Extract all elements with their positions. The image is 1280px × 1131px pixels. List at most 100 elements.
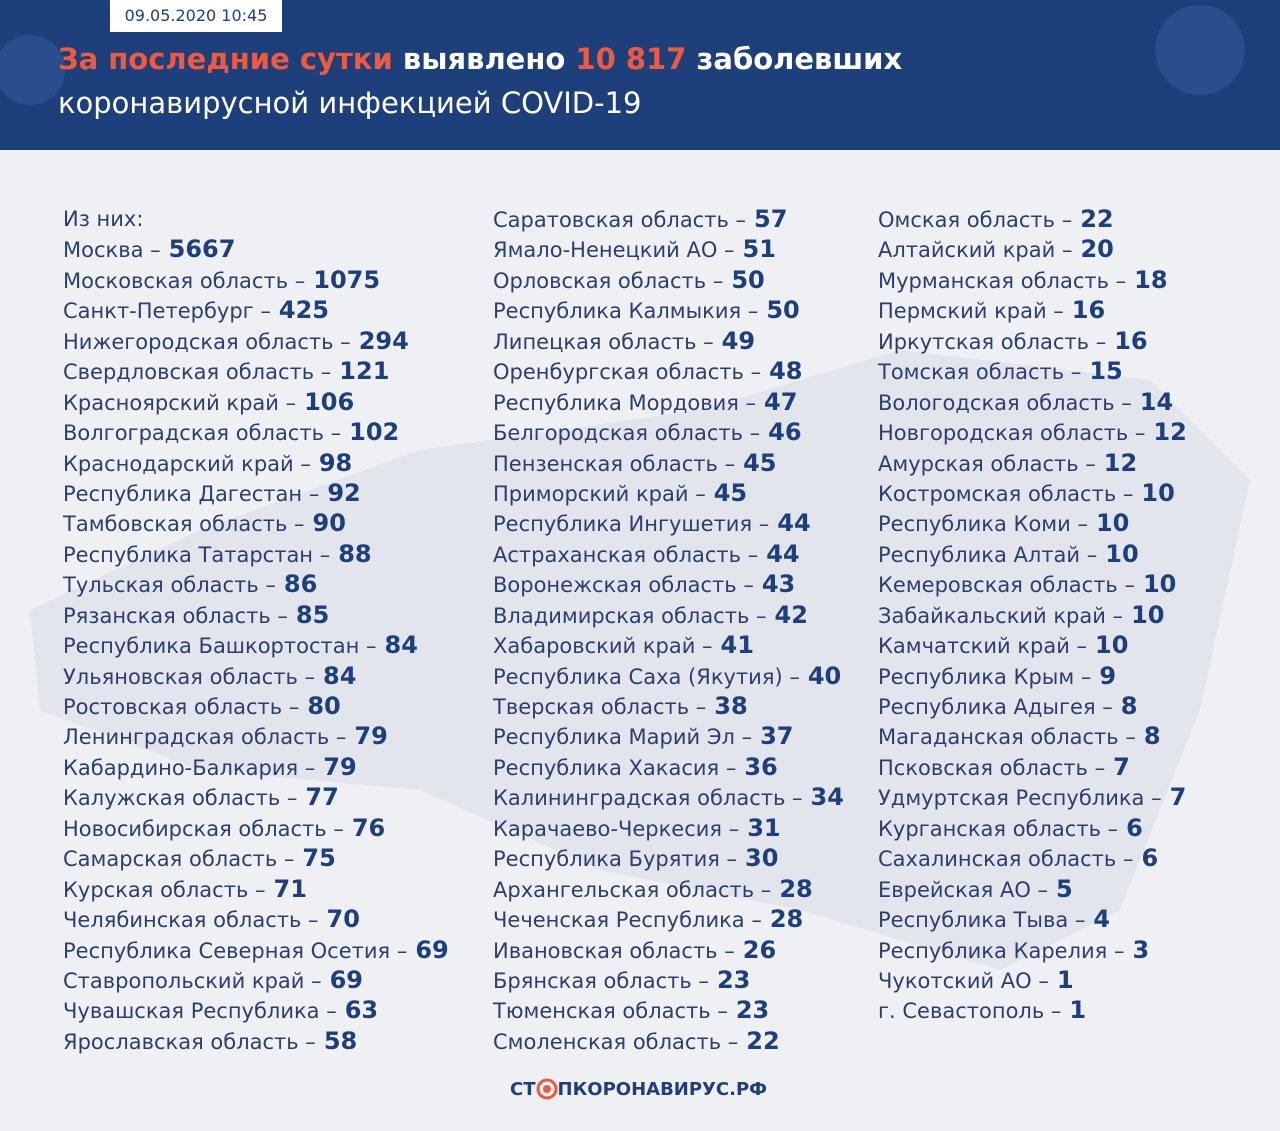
- region-row: Санкт-Петербург – 425: [63, 295, 329, 326]
- region-count: 76: [351, 813, 386, 842]
- region-count: 85: [295, 600, 330, 629]
- region-count: 6: [1126, 813, 1143, 842]
- region-count: 90: [312, 509, 346, 538]
- region-count: 16: [1114, 326, 1148, 355]
- region-row: Новгородская область – 12: [878, 417, 1187, 448]
- region-row: Магаданская область – 8: [878, 721, 1161, 752]
- region-row: Республика Бурятия – 30: [493, 843, 778, 874]
- region-row: Вологодская область – 14: [878, 387, 1173, 418]
- region-name: Магаданская область –: [878, 725, 1136, 750]
- region-row: Приморский край – 45: [493, 478, 747, 509]
- region-row: Республика Адыгея – 8: [878, 691, 1137, 722]
- region-count: 30: [745, 844, 779, 873]
- region-row: Алтайский край – 20: [878, 234, 1114, 265]
- region-name: Тульская область –: [63, 573, 276, 598]
- region-count: 22: [746, 1026, 780, 1055]
- region-name: Ленинградская область –: [63, 725, 347, 750]
- region-row: Омская область – 22: [878, 204, 1114, 235]
- region-count: 34: [810, 783, 844, 812]
- region-row: Орловская область – 50: [493, 265, 765, 296]
- region-name: Камчатский край –: [878, 634, 1088, 659]
- region-count: 77: [305, 783, 339, 812]
- region-count: 38: [714, 692, 748, 721]
- region-row: Республика Карелия – 3: [878, 935, 1149, 966]
- region-name: Липецкая область –: [493, 329, 714, 354]
- region-row: Ярославская область – 58: [63, 1026, 357, 1057]
- region-row: Республика Башкортостан – 84: [63, 630, 418, 661]
- region-count: 23: [735, 996, 770, 1025]
- region-row: Ямало-Ненецкий АО – 51: [493, 234, 776, 265]
- region-count: 84: [323, 661, 357, 690]
- region-name: Свердловская область –: [63, 360, 332, 385]
- region-row: Воронежская область – 43: [493, 569, 795, 600]
- region-row: Саратовская область – 57: [493, 204, 787, 235]
- region-row: Республика Саха (Якутия) – 40: [493, 661, 841, 692]
- region-row: Сахалинская область – 6: [878, 843, 1158, 874]
- region-count: 10: [1095, 509, 1130, 538]
- region-row: г. Севастополь – 1: [878, 995, 1086, 1026]
- region-count: 425: [278, 296, 329, 325]
- region-row: Тверская область – 38: [493, 691, 748, 722]
- title-highlight: За последние сутки: [58, 42, 393, 76]
- region-count: 45: [743, 448, 777, 477]
- region-count: 70: [326, 905, 360, 934]
- region-count: 8: [1143, 722, 1161, 751]
- region-count: 28: [769, 905, 804, 934]
- region-row: Тульская область – 86: [63, 569, 317, 600]
- region-name: Чеченская Республика –: [493, 908, 762, 933]
- region-name: Московская область –: [63, 268, 306, 293]
- region-name: Ставропольский край –: [63, 969, 322, 993]
- region-row: Новосибирская область – 76: [63, 813, 385, 844]
- region-count: 98: [318, 448, 353, 477]
- region-count: 16: [1071, 296, 1106, 325]
- region-count: 4: [1093, 905, 1111, 934]
- region-name: Астраханская область –: [493, 542, 759, 567]
- region-count: 10: [1142, 570, 1177, 599]
- region-name: Новгородская область –: [878, 421, 1146, 446]
- region-count: 84: [384, 631, 418, 660]
- region-count: 79: [354, 722, 388, 751]
- region-name: Калужская область –: [63, 786, 298, 811]
- region-name: Республика Хакасия –: [493, 755, 737, 780]
- region-name: Орловская область –: [493, 268, 724, 293]
- logo-text: ПКОРОНАВИРУС.РФ: [557, 1078, 768, 1100]
- region-name: Ивановская область –: [493, 938, 735, 963]
- logo: СТ ПКОРОНАВИРУС.РФ: [510, 1078, 767, 1100]
- region-row: Свердловская область – 121: [63, 356, 389, 387]
- region-count: 86: [283, 570, 318, 599]
- region-name: Красноярский край –: [63, 390, 297, 415]
- region-row: Забайкальский край – 10: [878, 600, 1164, 631]
- region-row: Республика Марий Эл – 37: [493, 721, 794, 752]
- region-name: Алтайский край –: [878, 238, 1073, 263]
- region-count: 12: [1103, 448, 1138, 477]
- logo-icon: [536, 1078, 557, 1100]
- region-name: Томская область –: [878, 360, 1082, 385]
- region-row: Ростовская область – 80: [63, 691, 341, 722]
- region-row: Москва – 5667: [63, 234, 235, 265]
- region-name: Хабаровский край –: [493, 634, 713, 659]
- region-count: 37: [760, 722, 794, 751]
- region-count: 7: [1113, 752, 1130, 781]
- region-row: Республика Дагестан – 92: [63, 478, 361, 509]
- region-row: Ульяновская область – 84: [63, 661, 356, 692]
- region-row: Томская область – 15: [878, 356, 1123, 387]
- region-row: Самарская область – 75: [63, 843, 336, 874]
- region-count: 45: [713, 478, 748, 507]
- region-count: 10: [1141, 478, 1175, 507]
- region-count: 10: [1131, 600, 1165, 629]
- region-name: Республика Дагестан –: [63, 481, 320, 506]
- region-name: Карачаево-Черкесия –: [493, 816, 740, 841]
- region-count: 1: [1069, 996, 1087, 1025]
- region-name: Омская область –: [878, 208, 1073, 232]
- region-count: 3: [1132, 935, 1150, 964]
- region-name: Калининградская область –: [493, 786, 803, 811]
- region-count: 5: [1056, 874, 1073, 903]
- region-row: Хабаровский край – 41: [493, 630, 754, 661]
- region-name: Вологодская область –: [878, 390, 1132, 415]
- region-count: 10: [1095, 631, 1129, 660]
- region-row: Республика Калмыкия – 50: [493, 295, 800, 326]
- region-count: 15: [1089, 357, 1123, 386]
- region-count: 9: [1099, 661, 1117, 690]
- region-name: Республика Крым –: [878, 664, 1092, 689]
